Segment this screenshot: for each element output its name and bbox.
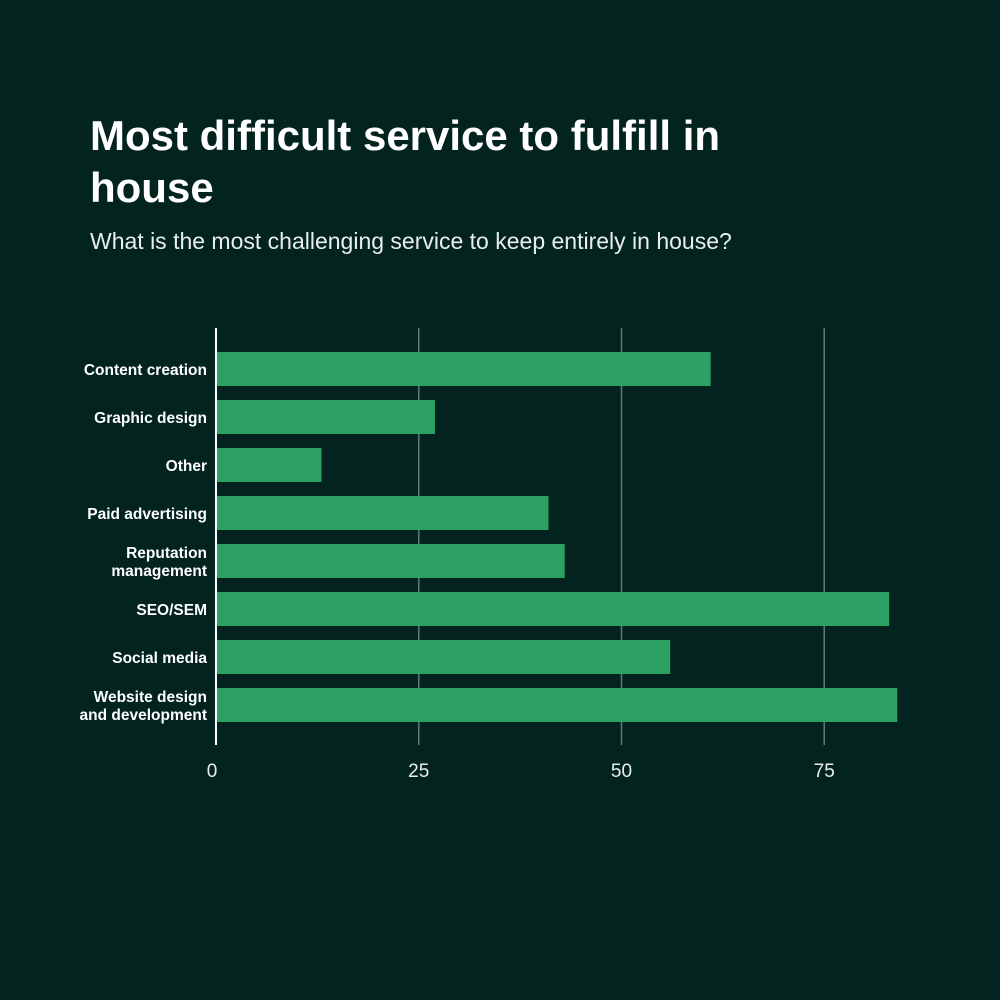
bar-graphic-design	[216, 400, 435, 434]
y-tick-label: Content creation	[84, 362, 207, 379]
x-tick-label: 25	[408, 761, 429, 782]
x-tick-label: 0	[207, 761, 218, 782]
bar-content-creation	[216, 352, 711, 386]
x-tick-label: 75	[814, 761, 835, 782]
y-tick-label: Website design and development	[80, 689, 207, 724]
y-tick-label: Graphic design	[94, 410, 207, 427]
bar-seo-sem	[216, 592, 890, 626]
chart-subtitle: What is the most challenging service to …	[90, 228, 732, 254]
bar-other	[216, 448, 322, 482]
y-tick-label: Social media	[112, 650, 207, 667]
y-tick-label: Reputation management	[111, 545, 207, 580]
bar-reputation-management	[216, 544, 565, 578]
chart-title: Most difficult service to fulfill in hou…	[90, 112, 721, 211]
y-tick-label: Other	[166, 458, 207, 475]
x-tick-label: 50	[611, 761, 632, 782]
y-tick-label: Paid advertising	[87, 506, 207, 523]
bar-paid-advertising	[216, 496, 549, 530]
bar-social-media	[216, 640, 671, 674]
y-tick-label: SEO/SEM	[136, 602, 207, 619]
bar-website-design-and-development	[216, 688, 898, 722]
